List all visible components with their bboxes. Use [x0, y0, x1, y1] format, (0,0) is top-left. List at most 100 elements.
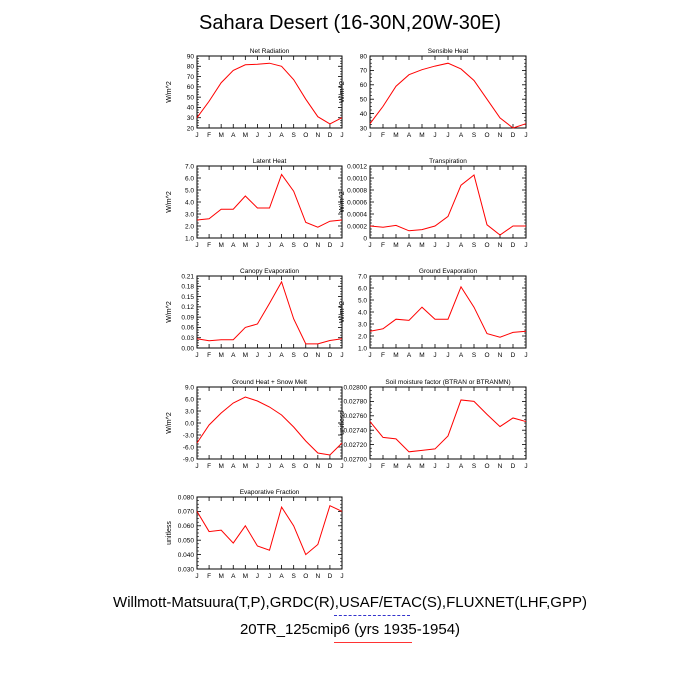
- x-tick-label: J: [446, 242, 449, 249]
- y-tick-label: 0.02720: [344, 442, 368, 449]
- y-axis-label: W/m^2: [166, 81, 173, 103]
- y-tick-label: 30: [360, 125, 368, 132]
- x-tick-label: D: [511, 132, 516, 139]
- model-line-swatch: [334, 642, 412, 643]
- y-tick-label: 60: [360, 82, 368, 89]
- panel-title: Latent Heat: [253, 158, 287, 165]
- x-tick-label: J: [268, 242, 271, 249]
- y-tick-label: 0.050: [178, 538, 195, 545]
- x-tick-label: F: [207, 573, 211, 580]
- x-tick-label: F: [207, 132, 211, 139]
- plot-frame: [196, 386, 343, 460]
- y-tick-label: 0.080: [178, 494, 195, 501]
- y-tick-label: 0.0008: [347, 187, 367, 194]
- panel-title: Transpiration: [429, 158, 467, 165]
- x-tick-label: F: [381, 242, 385, 249]
- y-tick-label: -3.0: [183, 432, 195, 439]
- x-tick-label: M: [393, 463, 398, 470]
- x-tick-label: F: [381, 463, 385, 470]
- x-tick-label: J: [268, 573, 271, 580]
- y-tick-label: 0.21: [181, 273, 194, 280]
- y-tick-label: 60: [187, 84, 195, 91]
- x-tick-label: J: [340, 463, 343, 470]
- x-tick-label: J: [195, 573, 198, 580]
- y-tick-label: 0.15: [181, 294, 194, 301]
- y-tick-label: 0.18: [181, 284, 194, 291]
- series-line-evaporative-fraction: [196, 504, 343, 556]
- panel-title: Net Radiation: [250, 48, 290, 55]
- y-tick-label: 40: [360, 111, 368, 118]
- panel-ground-heat-snow-melt: Ground Heat + Snow Melt -9.0 -6.0 -3.0 0.0 3.…: [166, 379, 344, 470]
- x-tick-label: J: [446, 132, 449, 139]
- y-axis-label: W/m^2: [166, 301, 173, 323]
- x-tick-label: J: [340, 352, 343, 359]
- x-tick-label: F: [381, 352, 385, 359]
- y-tick-label: 2.0: [185, 223, 194, 230]
- plot-frame: [369, 275, 527, 349]
- x-tick-label: S: [291, 352, 296, 359]
- series-line-canopy-evaporation: [196, 280, 343, 345]
- y-axis-label: W/m^2: [339, 191, 346, 213]
- panel-title: Ground Evaporation: [419, 268, 478, 275]
- x-tick-label: A: [279, 352, 284, 359]
- x-tick-label: A: [231, 352, 236, 359]
- x-tick-label: M: [218, 242, 223, 249]
- x-tick-label: M: [419, 132, 424, 139]
- x-tick-label: M: [419, 352, 424, 359]
- y-tick-label: 0.040: [178, 552, 195, 559]
- x-tick-label: J: [433, 463, 436, 470]
- y-tick-label: 40: [187, 105, 195, 112]
- y-tick-label: 2.0: [358, 333, 367, 340]
- panel-title: Soil moisture factor (BTRAN or BTRANMN): [385, 379, 510, 386]
- y-tick-label: 1.0: [185, 235, 194, 242]
- x-tick-label: N: [315, 463, 320, 470]
- x-tick-label: N: [498, 242, 503, 249]
- x-tick-label: A: [407, 242, 412, 249]
- y-tick-label: 0.00: [181, 345, 194, 352]
- x-tick-label: J: [340, 242, 343, 249]
- main-title: Sahara Desert (16-30N,20W-30E): [199, 12, 501, 34]
- x-tick-label: M: [393, 352, 398, 359]
- x-tick-label: O: [484, 463, 489, 470]
- y-axis-label: W/m^2: [166, 412, 173, 434]
- x-tick-label: D: [328, 242, 333, 249]
- plot-frame: [196, 165, 343, 239]
- x-tick-label: J: [256, 463, 259, 470]
- y-tick-label: 0.0010: [347, 175, 367, 182]
- x-tick-label: M: [419, 242, 424, 249]
- x-tick-label: J: [433, 352, 436, 359]
- x-tick-label: J: [368, 463, 371, 470]
- x-tick-label: M: [218, 463, 223, 470]
- y-tick-label: 6.0: [185, 396, 194, 403]
- y-tick-label: 0: [363, 235, 367, 242]
- x-tick-label: D: [511, 463, 516, 470]
- series-line-ground-evaporation: [369, 285, 527, 338]
- x-tick-label: M: [243, 573, 248, 580]
- y-tick-label: 0.0: [185, 420, 194, 427]
- x-tick-label: J: [368, 132, 371, 139]
- y-tick-label: 3.0: [358, 321, 367, 328]
- y-tick-label: 5.0: [185, 187, 194, 194]
- x-tick-label: A: [459, 132, 464, 139]
- x-tick-label: M: [243, 242, 248, 249]
- x-tick-label: A: [459, 352, 464, 359]
- x-tick-label: F: [207, 463, 211, 470]
- panel-transpiration: Transpiration 0 0.0002 0.0004 0.0006 0.0008 0.…: [339, 158, 528, 249]
- x-tick-label: J: [446, 463, 449, 470]
- y-tick-label: 3.0: [185, 211, 194, 218]
- y-tick-label: -6.0: [183, 444, 195, 451]
- x-tick-label: J: [340, 573, 343, 580]
- x-tick-label: J: [256, 352, 259, 359]
- x-tick-label: M: [218, 573, 223, 580]
- x-tick-label: N: [498, 463, 503, 470]
- x-tick-label: J: [524, 132, 527, 139]
- y-tick-label: 6.0: [358, 285, 367, 292]
- y-tick-label: 0.0004: [347, 211, 367, 218]
- x-tick-label: S: [472, 132, 477, 139]
- y-tick-label: 1.0: [358, 345, 367, 352]
- plot-frame: [369, 55, 527, 129]
- y-tick-label: 7.0: [185, 163, 194, 170]
- panel-canopy-evaporation: Canopy Evaporation 0.00 0.03 0.06 0.09 0.12 0.…: [166, 268, 344, 359]
- y-tick-label: 0.12: [181, 304, 194, 311]
